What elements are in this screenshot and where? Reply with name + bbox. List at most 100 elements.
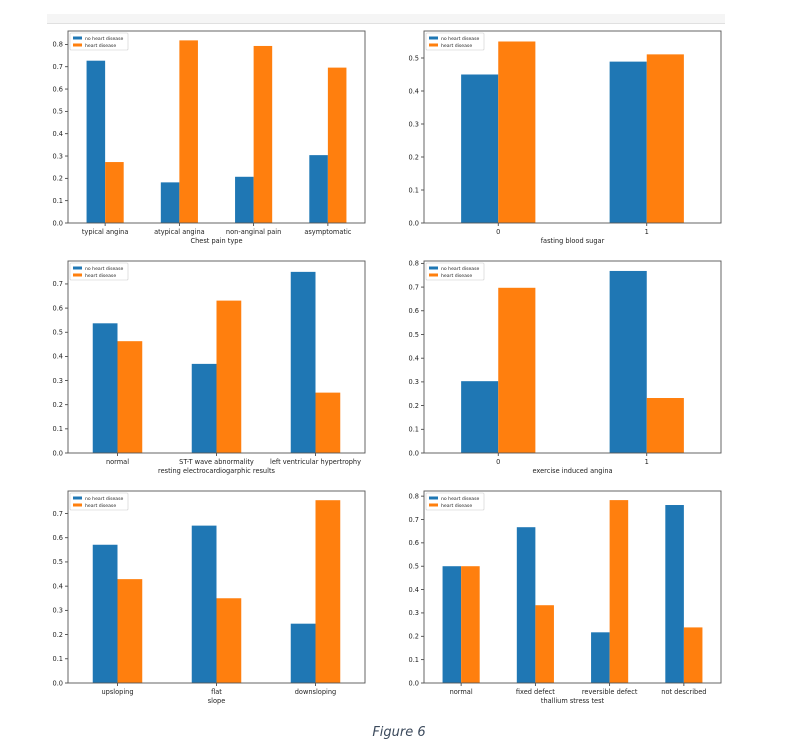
legend-box — [69, 492, 129, 511]
bar-no-heart-disease — [86, 60, 106, 223]
bar-heart-disease — [216, 598, 242, 683]
plot-frame — [423, 260, 722, 454]
legend-swatch — [429, 266, 438, 270]
y-tick-label: 0.7 — [409, 283, 420, 291]
plot-frame — [423, 30, 722, 224]
legend-label: no heart disease — [441, 266, 480, 272]
plot-frame — [67, 30, 366, 224]
bar-no-heart-disease — [665, 505, 684, 683]
legend-label: heart disease — [441, 503, 472, 509]
y-tick-label: 0.1 — [53, 655, 64, 663]
y-tick-label: 0.1 — [409, 426, 420, 434]
bar-no-heart-disease — [591, 632, 610, 683]
y-tick-label: 0.5 — [409, 54, 420, 62]
bar-no-heart-disease — [290, 623, 316, 683]
y-tick-label: 0.2 — [53, 175, 64, 183]
bar-heart-disease — [609, 500, 629, 683]
x-tick-label: asymptomatic — [304, 228, 351, 236]
cell-output-strip — [47, 14, 725, 24]
y-tick-label: 0.5 — [53, 108, 64, 116]
legend-box — [69, 32, 129, 51]
chart-3: normal ST-T wave abnormality left ventricu… — [53, 260, 366, 475]
y-tick-label: 0.0 — [409, 449, 420, 457]
y-tick-label: 0.6 — [53, 304, 64, 312]
bar-heart-disease — [327, 67, 347, 223]
x-tick-label: non-anginal pain — [226, 228, 281, 236]
y-tick-label: 0.3 — [409, 609, 420, 617]
x-tick-label: upsloping — [101, 688, 133, 696]
y-tick-label: 0.3 — [53, 607, 64, 615]
bar-no-heart-disease — [235, 176, 254, 223]
bar-heart-disease — [253, 45, 273, 223]
y-tick-label: 0.0 — [53, 679, 64, 687]
figure-caption: Figure 6 — [372, 725, 426, 740]
y-tick-label: 0.5 — [53, 558, 64, 566]
y-tick-label: 0.7 — [53, 280, 64, 288]
plot-frame — [423, 490, 722, 684]
y-tick-label: 0.6 — [409, 307, 420, 315]
bar-heart-disease — [646, 54, 684, 223]
legend-box — [425, 32, 485, 51]
bar-no-heart-disease — [191, 363, 217, 453]
x-tick-label: ST-T wave abnormality — [179, 458, 254, 466]
x-tick-label: atypical angina — [154, 228, 205, 236]
x-tick-label: not described — [661, 688, 706, 696]
bar-no-heart-disease — [309, 155, 328, 223]
bar-heart-disease — [117, 341, 143, 453]
chart-4: 0 1 0.0 0.1 0.2 0.3 0.4 0.5 0.6 0.7 0.8 exercise in… — [409, 260, 722, 475]
legend-label: heart disease — [441, 273, 472, 279]
bar-no-heart-disease — [609, 270, 647, 453]
y-tick-label: 0.8 — [409, 492, 420, 500]
legend-label: heart disease — [85, 273, 116, 279]
legend-label: heart disease — [85, 43, 116, 49]
bar-no-heart-disease — [92, 544, 118, 683]
chart-6: normal fixed defect reversible defect not d… — [409, 490, 722, 705]
x-tick-label: normal — [106, 458, 129, 466]
bar-heart-disease — [315, 500, 341, 683]
x-tick-label: downsloping — [295, 688, 336, 696]
legend-label: no heart disease — [85, 496, 124, 502]
y-tick-label: 0.2 — [409, 633, 420, 641]
x-axis-label: Chest pain type — [190, 237, 242, 245]
bar-heart-disease — [646, 398, 684, 453]
y-tick-label: 0.4 — [409, 586, 420, 594]
legend-box — [425, 492, 485, 511]
y-tick-label: 0.7 — [53, 63, 64, 71]
bar-heart-disease — [498, 287, 536, 453]
legend-swatch — [73, 36, 82, 40]
bar-heart-disease — [117, 579, 143, 683]
legend-swatch — [73, 503, 82, 507]
legend-swatch — [429, 43, 438, 47]
legend-swatch — [429, 273, 438, 277]
y-tick-label: 0.8 — [409, 260, 420, 268]
bar-no-heart-disease — [609, 61, 647, 224]
legend-label: no heart disease — [85, 266, 124, 272]
chart-1: typical angina atypical angina non-anginal… — [53, 30, 366, 245]
x-axis-label: exercise induced angina — [532, 467, 612, 475]
y-tick-label: 0.3 — [53, 377, 64, 385]
x-tick-label: fixed defect — [516, 688, 555, 696]
legend-swatch — [73, 273, 82, 277]
y-tick-label: 0.4 — [53, 353, 64, 361]
bar-no-heart-disease — [516, 527, 536, 683]
y-tick-label: 0.2 — [53, 401, 64, 409]
x-tick-label: 0 — [496, 458, 500, 466]
bar-heart-disease — [216, 300, 242, 453]
bar-heart-disease — [498, 41, 536, 224]
x-axis-label: resting electrocardiogarphic results — [158, 467, 276, 475]
legend-label: heart disease — [85, 503, 116, 509]
x-tick-label: reversible defect — [582, 688, 638, 696]
y-tick-label: 0.3 — [409, 378, 420, 386]
y-tick-label: 0.0 — [409, 679, 420, 687]
y-tick-label: 0.2 — [409, 402, 420, 410]
x-axis-label: fasting blood sugar — [541, 237, 605, 245]
legend-label: heart disease — [441, 43, 472, 49]
legend-swatch — [429, 36, 438, 40]
x-tick-label: flat — [211, 688, 222, 696]
y-tick-label: 0.7 — [53, 510, 64, 518]
